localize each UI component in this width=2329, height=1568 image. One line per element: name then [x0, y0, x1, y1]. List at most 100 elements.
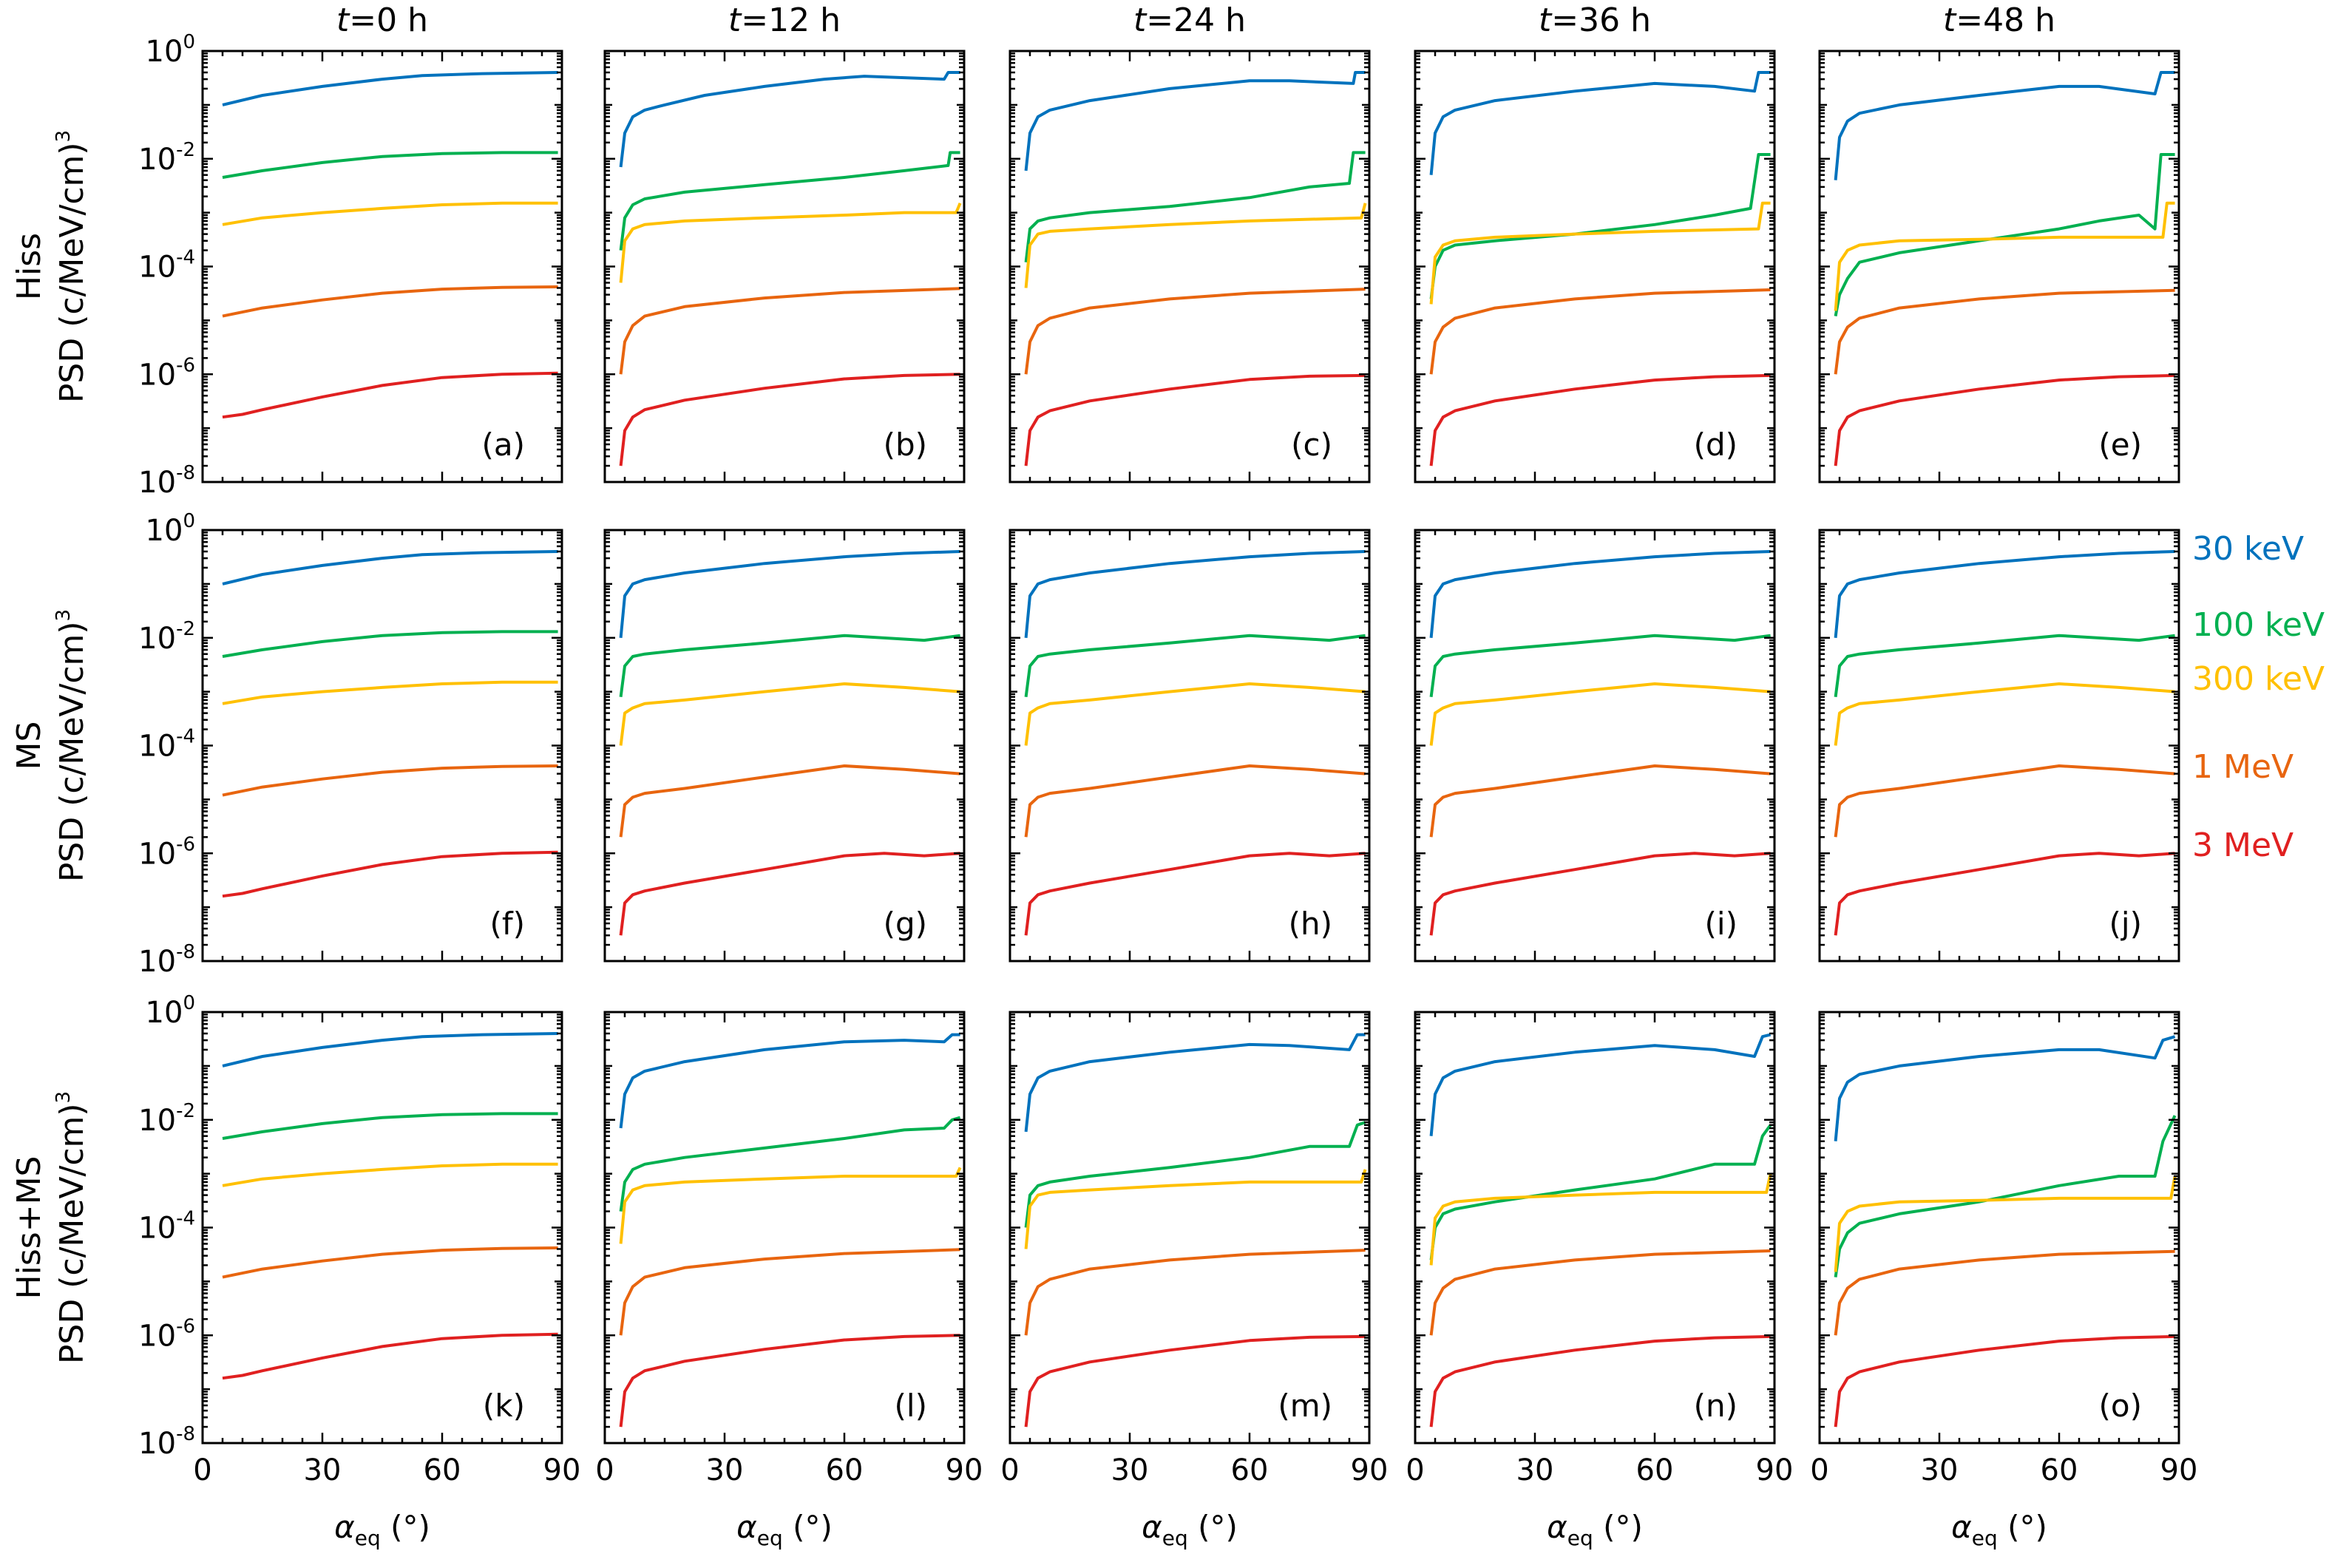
y-tick-base: 10: [146, 514, 183, 548]
y-tick-base: 10: [138, 1212, 176, 1246]
axes-frame: [603, 1011, 966, 1445]
x-axis-label: αeq (°): [1951, 1509, 2047, 1550]
y-tick-exponent: -6: [176, 1315, 195, 1337]
y-tick-label: 10-6: [138, 833, 195, 871]
y-tick-base: 10: [138, 945, 176, 979]
y-tick-exponent: -8: [176, 1423, 195, 1445]
x-tick-label: 60: [2041, 1453, 2078, 1487]
panel-b: (b): [603, 50, 966, 483]
column-title: t=36 h: [1539, 1, 1651, 39]
y-axis-label: PSD (c/MeV/cm)3: [52, 1091, 91, 1364]
y-label-superscript: 3: [52, 1091, 75, 1104]
series-line-30-kev: [619, 550, 960, 638]
series-line-30-kev: [222, 1032, 558, 1068]
x-tick-label: 30: [304, 1453, 342, 1487]
y-tick-exponent: -6: [176, 354, 195, 376]
y-tick-exponent: 0: [183, 992, 195, 1014]
axes-frame: [1414, 50, 1776, 483]
column-title-variable: t: [1133, 1, 1147, 39]
panel-c: (c): [1008, 50, 1371, 483]
series-line-3-mev: [1024, 1334, 1366, 1428]
series-line-1-mev: [1429, 764, 1771, 838]
column-title: t=12 h: [728, 1, 841, 39]
y-label-text: PSD (c/MeV/cm): [53, 1103, 91, 1364]
axes-frame: [1818, 529, 2180, 963]
y-tick-exponent: -4: [176, 247, 195, 269]
series-line-100-kev: [222, 151, 558, 179]
column-title-value: =12 h: [741, 1, 841, 39]
panel-o: 0 30 60 90 αeq (°) (o): [1810, 1011, 2197, 1550]
series-line-30-kev: [1024, 71, 1366, 172]
y-label-superscript: 3: [52, 130, 75, 143]
series-line-30-kev: [619, 71, 960, 168]
column-title: t=0 h: [336, 1, 428, 39]
y-tick-exponent: -2: [176, 1100, 195, 1122]
axes-frame: [603, 50, 966, 483]
series-line-30-kev: [222, 71, 558, 106]
y-tick-base: 10: [138, 622, 176, 656]
series-line-1-mev: [619, 1248, 960, 1336]
series-line-1-mev: [619, 287, 960, 375]
panel-h: (h): [1008, 529, 1371, 963]
panel-g: (g): [603, 529, 966, 963]
panel-tag: (m): [1278, 1388, 1332, 1424]
x-label-unit: (°): [381, 1509, 430, 1545]
axes-frame: [1818, 50, 2180, 483]
axes-frame: [603, 529, 966, 963]
series-line-3-mev: [1429, 852, 1771, 936]
y-tick-label: 10-8: [138, 462, 195, 500]
x-label-unit: (°): [1593, 1509, 1643, 1545]
series-line-3-mev: [1834, 373, 2175, 466]
x-tick-label: 0: [1810, 1453, 1828, 1487]
axes-frame: [1414, 1011, 1776, 1445]
series-line-100-kev: [222, 1112, 558, 1140]
series-line-3-mev: [1429, 373, 1771, 466]
x-tick-label: 90: [543, 1453, 581, 1487]
panel-tag: (a): [481, 427, 525, 463]
y-tick-exponent: 0: [183, 31, 195, 53]
y-tick-base: 10: [146, 35, 183, 69]
x-tick-label: 0: [1406, 1453, 1424, 1487]
series-line-1-mev: [222, 764, 558, 797]
y-tick-label: 10-4: [138, 1208, 195, 1246]
series-line-1-mev: [1834, 764, 2175, 838]
axes-frame: [201, 529, 563, 963]
series-line-3-mev: [619, 373, 960, 466]
y-tick-base: 10: [138, 1319, 176, 1353]
y-tick-base: 10: [146, 996, 183, 1030]
panel-tag: (j): [2109, 906, 2142, 942]
y-tick-exponent: -6: [176, 833, 195, 855]
series-line-300-kev: [619, 1167, 962, 1244]
y-tick-exponent: -4: [176, 1208, 195, 1230]
y-label-text: PSD (c/MeV/cm): [53, 621, 91, 882]
series-line-300-kev: [1834, 1175, 2177, 1272]
series-line-100-kev: [619, 634, 960, 697]
panel-m: 0 30 60 90 αeq (°) (m): [1000, 1011, 1389, 1550]
x-tick-label: 60: [1636, 1453, 1674, 1487]
panel-j: (j): [1818, 529, 2180, 963]
y-tick-base: 10: [138, 837, 176, 871]
series-line-30-kev: [1024, 550, 1366, 638]
x-tick-label: 90: [1351, 1453, 1389, 1487]
series-line-3-mev: [222, 371, 558, 419]
x-label-subscript: eq: [1567, 1526, 1593, 1550]
x-tick-label: 30: [1921, 1453, 1959, 1487]
panel-tag: (n): [1694, 1388, 1738, 1424]
axes-frame: [1414, 529, 1776, 963]
series-line-1-mev: [1834, 1249, 2175, 1336]
panel-e: (e): [1818, 50, 2180, 483]
column-title-variable: t: [336, 1, 350, 39]
series-line-300-kev: [1834, 201, 2175, 311]
y-tick-exponent: -4: [176, 726, 195, 748]
series-line-300-kev: [1429, 1173, 1772, 1266]
series-line-300-kev: [1834, 682, 2175, 746]
series-line-30-kev: [1429, 550, 1771, 638]
x-tick-label: 30: [706, 1453, 744, 1487]
series-line-1-mev: [222, 285, 558, 318]
series-line-100-kev: [1429, 1124, 1772, 1260]
column-title-value: =36 h: [1551, 1, 1651, 39]
series-line-3-mev: [1429, 1334, 1771, 1428]
series-line-300-kev: [619, 682, 960, 746]
panel-tag: (i): [1705, 906, 1738, 942]
